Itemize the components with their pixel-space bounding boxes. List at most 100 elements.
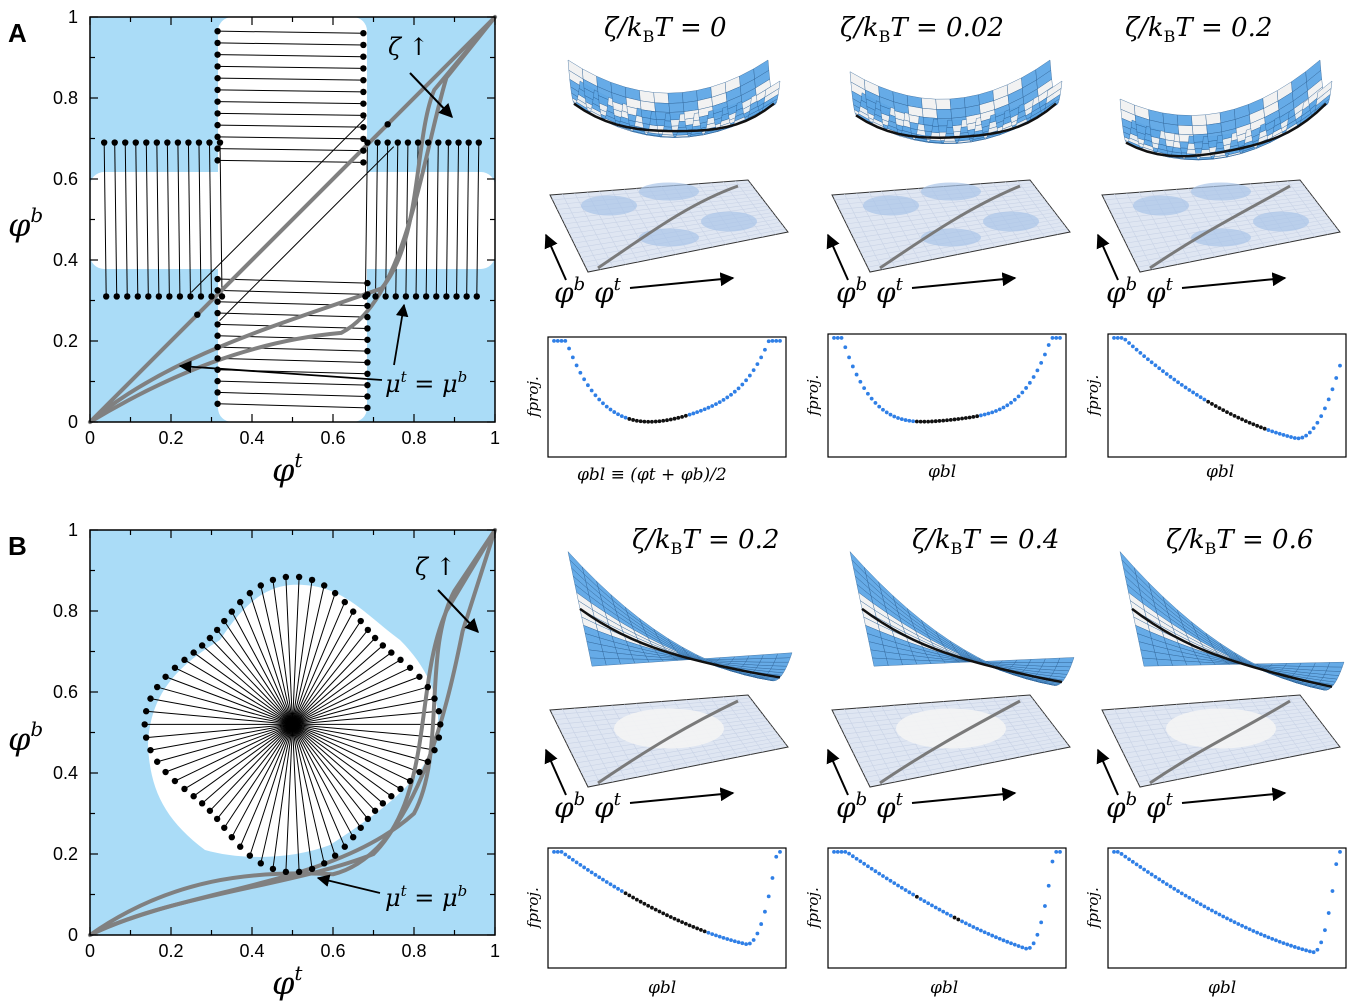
binodal-point [214, 74, 221, 82]
binodal-point [384, 121, 391, 128]
profile-point [665, 913, 669, 918]
binodal-point [214, 275, 221, 283]
binodal-point [435, 734, 443, 741]
binodal-point [431, 746, 438, 754]
profile-point [759, 922, 764, 926]
binodal-point [384, 139, 391, 146]
profile-point [1112, 336, 1116, 340]
profile-point [869, 396, 874, 401]
profile-point [926, 419, 931, 424]
phi-t-arrow [1181, 272, 1287, 289]
binodal-point [402, 293, 410, 300]
profile-point [736, 940, 741, 945]
surface-cell [761, 653, 779, 659]
surface-cell [1270, 663, 1288, 667]
surface-cell [732, 655, 750, 660]
binodal-point [214, 145, 221, 152]
profile-point [642, 419, 647, 424]
profile-point [1210, 402, 1214, 406]
tie-line [135, 142, 139, 297]
tie-lines [144, 576, 441, 872]
tie-line [217, 312, 368, 318]
binodal-point [364, 279, 371, 287]
profile-point [604, 880, 609, 884]
profile-point [1179, 891, 1184, 896]
minimum-path [579, 607, 781, 679]
binodal-point [392, 293, 399, 300]
tie-line [187, 142, 191, 297]
profile-point [691, 925, 696, 929]
y-tick-label: 0.2 [53, 844, 78, 864]
profile-point [646, 419, 651, 424]
binodal-point [171, 664, 179, 671]
profile-point [1153, 874, 1158, 879]
base-grid-line [992, 697, 1033, 755]
profile-point [1191, 898, 1195, 902]
profile-point [1296, 946, 1301, 951]
binodal-point [198, 642, 206, 649]
profile-point [967, 923, 972, 928]
base-grid-line [735, 695, 776, 750]
profile-point [1046, 883, 1051, 888]
binodal-point [269, 576, 277, 584]
profile-point [1213, 910, 1218, 915]
profile-point [1262, 426, 1267, 431]
profile-point [1001, 938, 1006, 943]
binodal-point [364, 336, 371, 343]
profile-point [770, 338, 775, 343]
profile-point [695, 410, 700, 415]
profile-ylabel: fproj. [524, 887, 542, 929]
profile-point [941, 909, 946, 914]
binodal-point [422, 293, 430, 300]
projected-free-energy-profiles: fproj. fproj. fproj. fproj. fproj. fproj. [524, 333, 1347, 969]
binodal-point [208, 293, 215, 300]
binodal-point [155, 293, 163, 300]
binodal-point [282, 868, 290, 876]
profile-point [948, 913, 953, 918]
profile-point [1179, 382, 1184, 387]
profile-point [747, 941, 752, 946]
profile-point [1146, 357, 1150, 362]
tie-line [217, 148, 364, 152]
profile-point [567, 855, 571, 860]
profile-point [1270, 429, 1275, 434]
phi-t-arrow [1181, 787, 1287, 804]
profile-point [763, 909, 767, 914]
surface-cell [1299, 662, 1316, 667]
binodal-point [321, 582, 328, 589]
binodal-point [197, 293, 205, 300]
profile-point [744, 942, 748, 947]
profile-point [945, 911, 949, 916]
binodal-point [214, 287, 221, 294]
profile-point [1266, 935, 1271, 940]
phi-t-label: φt [876, 789, 904, 824]
tie-line [217, 357, 368, 363]
binodal-point [237, 843, 244, 850]
profile-point [896, 416, 900, 420]
base-region [921, 182, 981, 201]
profile-point [683, 921, 688, 926]
binodal-point [321, 860, 328, 867]
binodal-point [206, 634, 214, 642]
phi-b-arrow [1096, 233, 1119, 281]
y-axis-label: φb [8, 203, 43, 244]
binodal-point [331, 589, 339, 597]
surface-cell [653, 92, 670, 104]
tie-line [166, 142, 170, 297]
panel-b-label: B [8, 531, 27, 561]
surface-cell [929, 660, 946, 664]
binodal-point [246, 852, 254, 859]
binodal-point [162, 768, 169, 776]
binodal-point [394, 139, 401, 146]
base-grid-line [867, 228, 1068, 268]
profile-point [1157, 877, 1162, 882]
binodal-point [142, 734, 150, 741]
profile-point [1338, 849, 1342, 854]
binodal-point [269, 865, 277, 873]
profile-point [634, 418, 639, 423]
profile-point [948, 417, 953, 422]
binodal-point [308, 865, 316, 873]
phi-b-label: φb [1106, 789, 1137, 824]
phi-t-label: φt [1146, 274, 1174, 309]
profile-point [683, 413, 688, 418]
